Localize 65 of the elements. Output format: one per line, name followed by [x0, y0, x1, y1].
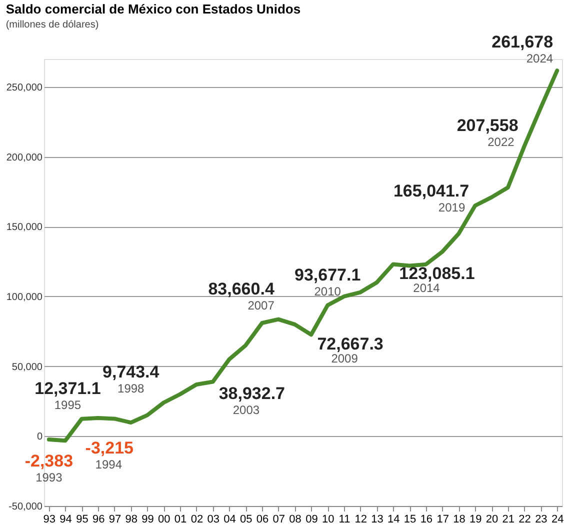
x-tick-label: 00 [158, 514, 170, 526]
y-tick-label: 50,000 [12, 362, 43, 373]
y-tick-label: 250,000 [6, 82, 43, 94]
annotation: 261,678 [492, 32, 554, 52]
annotation: 83,660.4 [208, 279, 275, 298]
annotation: 2003 [232, 402, 260, 417]
x-tick-label: 94 [60, 514, 72, 526]
x-tick-label: 02 [190, 514, 204, 526]
x-tick-label: 99 [142, 514, 154, 526]
x-tick-label: 96 [92, 514, 105, 526]
chart-title: Saldo comercial de México con Estados Unidos [6, 2, 301, 17]
x-tick-label: 14 [388, 514, 400, 526]
x-tick-label: 16 [420, 514, 433, 526]
annotation: 123,085.1 [399, 264, 475, 284]
x-tick-label: 98 [125, 514, 138, 526]
x-tick-label: 93 [43, 514, 56, 526]
annotation: 2022 [488, 135, 515, 150]
annotation: 2019 [438, 200, 466, 215]
x-tick-label: 23 [535, 514, 548, 526]
y-tick-label: 200,000 [6, 152, 43, 164]
x-tick-label: 03 [207, 514, 220, 526]
chart-subtitle: (millones de dólares) [6, 20, 99, 31]
annotation: 2024 [526, 52, 554, 66]
annotation: 38,932.7 [218, 384, 286, 403]
x-tick-label: 24 [551, 514, 564, 526]
x-tick-label: 18 [453, 514, 466, 526]
y-tick-label: -50,000 [8, 502, 43, 512]
x-tick-label: 05 [240, 514, 252, 526]
x-tick-label: 11 [338, 514, 350, 526]
x-tick-label: 09 [306, 514, 318, 526]
annotation: 93,677.1 [294, 265, 361, 284]
x-tick-label: 01 [174, 514, 187, 526]
x-tick-label: 13 [371, 514, 384, 526]
x-tick-label: 04 [224, 514, 236, 526]
x-tick-label: 21 [502, 514, 515, 526]
x-tick-label: 15 [404, 514, 416, 526]
x-tick-label: 97 [108, 514, 122, 526]
y-tick-label: 0 [36, 432, 43, 443]
x-tick-label: 10 [322, 514, 334, 526]
annotation: 9,743.4 [102, 362, 160, 382]
annotation: 12,371.1 [34, 378, 101, 398]
annotation: -3,215 [85, 438, 134, 458]
x-tick-label: 95 [76, 514, 88, 526]
x-tick-label: 19 [469, 514, 482, 526]
annotation: 1993 [36, 470, 63, 484]
x-tick-label: 22 [518, 514, 531, 526]
annotation: 2010 [314, 284, 342, 298]
annotation: 207,558 [456, 116, 518, 136]
annotation: 2009 [331, 352, 358, 366]
y-tick-label: 100,000 [6, 292, 43, 303]
x-tick-label: 06 [256, 514, 269, 526]
annotation: -2,383 [24, 451, 74, 470]
annotation: 2014 [413, 281, 440, 296]
annotation: 165,041.7 [393, 182, 470, 201]
annotation: 1995 [54, 398, 82, 412]
annotation: 2007 [248, 298, 275, 312]
x-tick-label: 20 [486, 514, 498, 526]
annotation: 1998 [118, 382, 145, 396]
annotation: 1994 [95, 458, 122, 472]
x-tick-label: 08 [289, 514, 302, 526]
y-tick-label: 150,000 [6, 222, 43, 234]
x-tick-label: 12 [354, 514, 367, 526]
x-tick-label: 07 [272, 514, 286, 526]
x-tick-label: 17 [436, 514, 449, 526]
annotation: 72,667.3 [317, 334, 384, 354]
